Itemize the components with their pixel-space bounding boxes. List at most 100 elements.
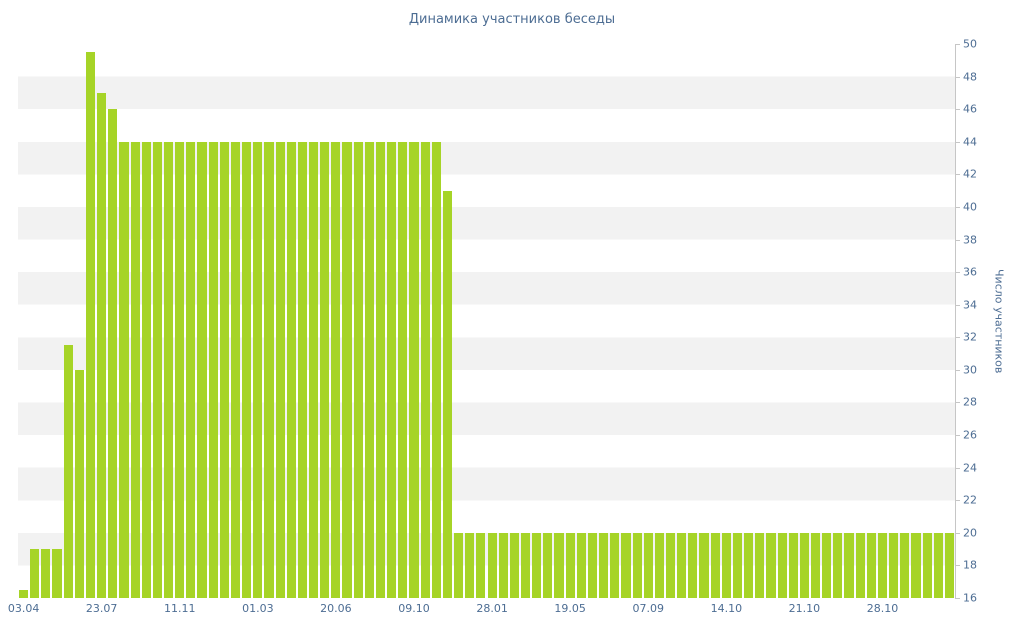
bar [554, 532, 564, 598]
y-tick [955, 402, 960, 404]
y-tick-label: 28 [963, 395, 977, 409]
bar [52, 549, 62, 598]
bar [933, 532, 943, 598]
bar [610, 532, 620, 598]
y-tick [955, 76, 960, 78]
y-axis-line [955, 44, 956, 599]
bar [699, 532, 709, 598]
x-tick-label: 01.03 [242, 602, 274, 615]
bar [621, 532, 631, 598]
y-tick [955, 532, 960, 534]
bar [509, 532, 519, 598]
bar [41, 549, 51, 598]
y-tick [955, 304, 960, 306]
x-tick-label: 23.07 [85, 602, 118, 615]
x-axis: 03.04 23.07 11.11 01.03 20.06 09.10 28.01 19.05… [8, 602, 955, 618]
bar [342, 141, 352, 598]
bar [409, 141, 419, 598]
y-tick-label: 46 [963, 102, 977, 116]
bar [877, 532, 888, 598]
y-tick [955, 435, 960, 437]
bar [654, 532, 664, 598]
bar [108, 109, 118, 598]
bar [665, 532, 676, 598]
y-tick-label: 34 [963, 298, 977, 312]
y-tick [955, 369, 960, 371]
bar [822, 532, 832, 598]
bar [454, 532, 464, 598]
bar [799, 532, 809, 598]
bar [398, 141, 408, 598]
bar [520, 532, 531, 598]
bar [855, 532, 865, 598]
bar [164, 141, 174, 598]
bar [353, 141, 363, 598]
bar [777, 532, 787, 598]
bar [275, 141, 285, 598]
bar [498, 532, 508, 598]
bar [721, 532, 731, 598]
y-tick-label: 24 [963, 461, 977, 475]
bar [175, 141, 185, 598]
y-tick-label: 16 [963, 591, 977, 605]
y-tick [955, 239, 960, 241]
bar [643, 532, 653, 598]
bar [565, 532, 575, 598]
y-tick-label: 48 [963, 70, 977, 84]
bar [242, 141, 252, 598]
bar [755, 532, 765, 598]
y-tick [955, 337, 960, 339]
bar [208, 141, 218, 598]
bar [97, 92, 107, 598]
bar [944, 532, 954, 598]
bar [677, 532, 687, 598]
bar [922, 532, 932, 598]
y-tick-label: 36 [963, 265, 977, 279]
y-tick-label: 40 [963, 200, 977, 214]
x-tick-label: 14.10 [710, 602, 743, 615]
y-tick [955, 500, 960, 502]
x-tick-label: 11.11 [163, 602, 196, 615]
bar [320, 141, 330, 598]
bar [186, 141, 196, 598]
bar [331, 141, 341, 598]
y-tick [955, 44, 960, 45]
y-tick-label: 50 [963, 37, 977, 51]
bar [364, 141, 374, 598]
bar [866, 532, 876, 598]
bar [63, 345, 73, 598]
bar [710, 532, 720, 598]
bar [30, 549, 40, 598]
y-tick [955, 272, 960, 274]
bar [230, 141, 241, 598]
bar [219, 141, 229, 598]
bar [141, 141, 151, 598]
x-tick-label: 09.10 [398, 602, 430, 615]
bar [297, 141, 307, 598]
y-tick [955, 174, 960, 176]
bar [420, 141, 430, 598]
bar [431, 141, 441, 598]
y-tick [955, 467, 960, 469]
y-tick-label: 38 [963, 233, 977, 247]
bar [889, 532, 899, 598]
y-tick-label: 32 [963, 330, 977, 344]
bar [900, 532, 910, 598]
y-axis-title-text: Число участников [992, 268, 1006, 374]
bar [732, 532, 743, 598]
bar [844, 532, 854, 598]
bar [744, 532, 754, 598]
y-tick-label: 20 [963, 526, 977, 540]
bar [632, 532, 642, 598]
y-tick-label: 18 [963, 558, 977, 572]
bar [532, 532, 542, 598]
bar [810, 532, 821, 598]
bar [309, 141, 319, 598]
chart-title: Динамика участников беседы [408, 12, 616, 27]
bar [833, 532, 843, 598]
y-tick [955, 206, 960, 208]
bar [766, 532, 776, 598]
x-tick-label: 19.05 [554, 602, 586, 615]
x-tick-label: 28.01 [476, 602, 508, 615]
bar [788, 532, 798, 598]
